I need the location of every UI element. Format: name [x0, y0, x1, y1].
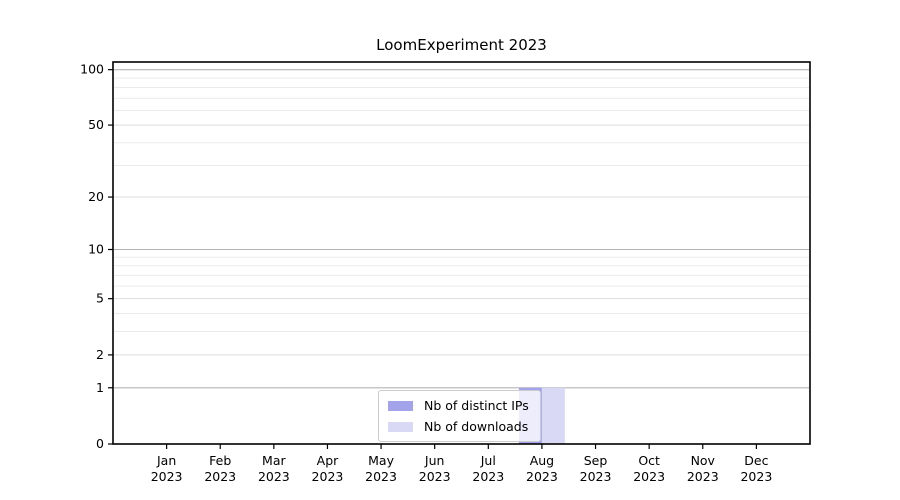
- x-tick-label-month: Sep: [584, 453, 608, 468]
- legend-label: Nb of downloads: [424, 419, 529, 434]
- x-tick-label-year: 2023: [526, 469, 558, 484]
- x-tick-label-year: 2023: [151, 469, 183, 484]
- x-tick-label-month: Feb: [209, 453, 231, 468]
- legend-item-distinct-ips: Nb of distinct IPs: [388, 397, 529, 414]
- bar-downloads: [541, 387, 565, 444]
- x-tick-label-year: 2023: [472, 469, 504, 484]
- x-tick-label-year: 2023: [365, 469, 397, 484]
- y-tick-label: 100: [80, 62, 104, 77]
- x-tick-label-month: Nov: [691, 453, 716, 468]
- legend-item-downloads: Nb of downloads: [388, 418, 529, 435]
- x-tick-label-month: Dec: [744, 453, 768, 468]
- legend: Nb of distinct IPs Nb of downloads: [378, 390, 541, 442]
- x-tick-label-year: 2023: [258, 469, 290, 484]
- x-tick-label-month: Oct: [638, 453, 660, 468]
- legend-swatch-distinct-ips: [388, 400, 413, 411]
- y-tick-label: 0: [96, 436, 104, 451]
- x-tick-label-year: 2023: [580, 469, 612, 484]
- y-tick-label: 20: [88, 189, 104, 204]
- x-tick-label-year: 2023: [687, 469, 719, 484]
- y-tick-label: 1: [96, 380, 104, 395]
- legend-swatch-downloads: [388, 421, 413, 432]
- y-tick-label: 2: [96, 347, 104, 362]
- chart-title: LoomExperiment 2023: [376, 36, 547, 54]
- legend-label: Nb of distinct IPs: [424, 398, 529, 413]
- plot-frame: [112, 61, 811, 445]
- x-tick-label-month: Jun: [424, 453, 445, 468]
- y-tick-label: 50: [88, 117, 104, 132]
- x-tick-label-year: 2023: [740, 469, 772, 484]
- y-tick-label: 10: [88, 242, 104, 257]
- x-tick-label-year: 2023: [419, 469, 451, 484]
- x-tick-label-month: Jul: [480, 453, 496, 468]
- x-tick-label-month: May: [368, 453, 394, 468]
- x-tick-label-month: Mar: [262, 453, 286, 468]
- x-tick-label-year: 2023: [312, 469, 344, 484]
- y-tick-label: 5: [96, 291, 104, 306]
- x-tick-label-month: Jan: [156, 453, 176, 468]
- x-tick-label-year: 2023: [204, 469, 236, 484]
- x-tick-label-month: Apr: [317, 453, 339, 468]
- x-tick-label-month: Aug: [530, 453, 554, 468]
- x-tick-label-year: 2023: [633, 469, 665, 484]
